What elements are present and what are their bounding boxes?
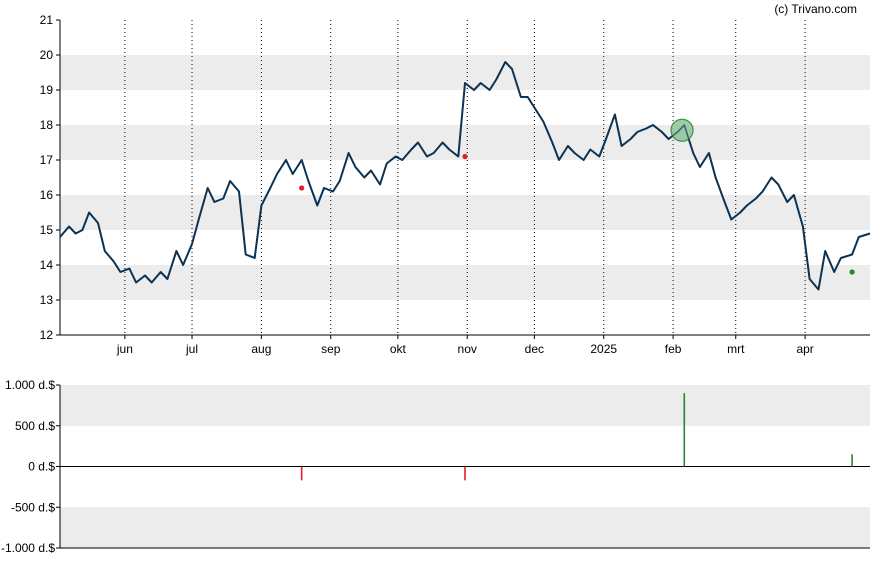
price-y-tick-label: 12 (40, 328, 54, 342)
copyright-text: (c) Trivano.com (774, 2, 857, 16)
volume-y-tick-label: -1.000 d.$ (1, 541, 55, 555)
volume-y-tick-label: 0 d.$ (28, 460, 55, 474)
sell-marker (462, 153, 468, 160)
price-panel-bands (60, 55, 870, 300)
price-x-tick-label: jun (116, 342, 133, 356)
price-y-tick-label: 21 (40, 13, 54, 27)
price-x-tick-label: 2025 (590, 342, 617, 356)
price-band (60, 195, 870, 230)
buy-marker (849, 269, 855, 275)
price-x-tick-label: aug (251, 342, 271, 356)
price-x-tick-label: dec (525, 342, 544, 356)
price-line-overlay (59, 61, 871, 291)
volume-band (60, 507, 870, 548)
highlight-marker (670, 118, 694, 142)
price-y-tick-label: 18 (40, 118, 54, 132)
price-y-tick-label: 17 (40, 153, 54, 167)
volume-panel-bands (60, 385, 870, 548)
price-band (60, 265, 870, 300)
price-y-tick-label: 14 (40, 258, 54, 272)
price-y-tick-label: 20 (40, 48, 54, 62)
price-x-tick-label: jul (185, 342, 198, 356)
price-x-tick-label: sep (321, 342, 341, 356)
price-panel-series (59, 61, 871, 291)
price-x-tick-label: feb (665, 342, 682, 356)
price-y-tick-label: 16 (40, 188, 54, 202)
price-panel-axis: 12 13 14 15 16 17 18 19 20 21 jun jul aug sep okt nov de… (40, 13, 870, 356)
volume-panel-axis: 1.000 d.$ 500 d.$ 0 d.$ -500 d.$ -1.000 d.$ (1, 378, 870, 555)
price-y-tick-label: 19 (40, 83, 54, 97)
price-x-tick-label: nov (458, 342, 477, 356)
price-y-tick-label: 15 (40, 223, 54, 237)
volume-panel-bars (300, 393, 853, 481)
volume-y-tick-label: 1.000 d.$ (5, 378, 55, 392)
price-y-tick-label: 13 (40, 293, 54, 307)
price-x-tick-label: okt (390, 342, 407, 356)
volume-y-tick-label: -500 d.$ (11, 500, 55, 514)
volume-y-tick-label: 500 d.$ (15, 419, 55, 433)
volume-band (60, 385, 870, 426)
sell-marker (299, 185, 305, 191)
price-line (59, 61, 871, 291)
price-panel-grid (124, 20, 806, 335)
price-x-tick-label: apr (796, 342, 813, 356)
price-x-tick-label: mrt (727, 342, 745, 356)
